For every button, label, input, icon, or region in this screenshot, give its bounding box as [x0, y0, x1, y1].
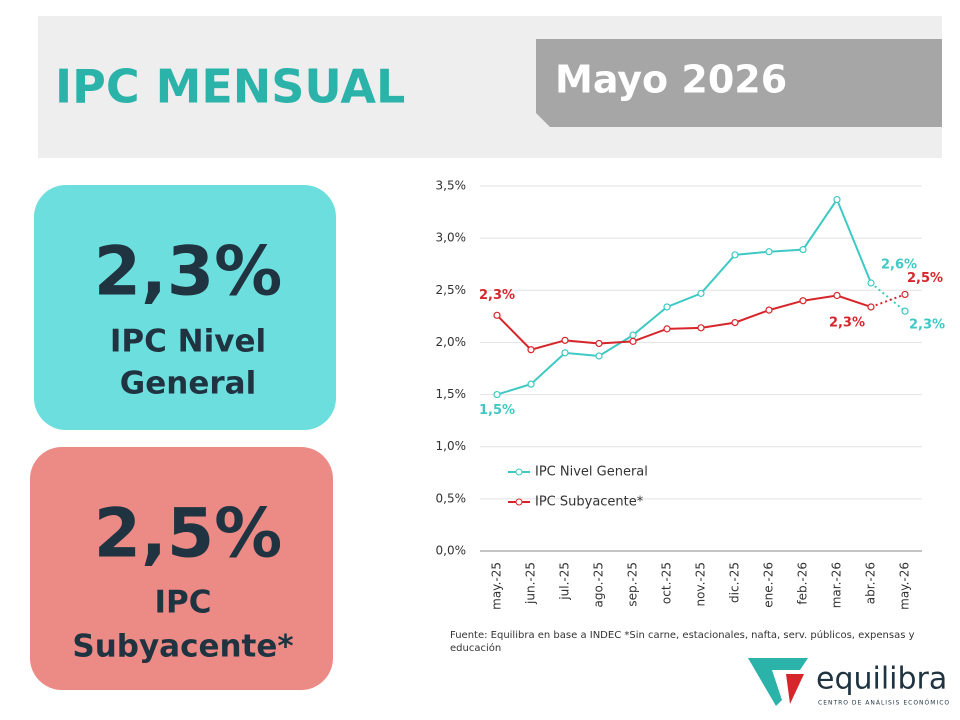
point: [765, 248, 773, 256]
logo-name: equilibra: [816, 662, 947, 697]
card-label: General: [120, 366, 256, 402]
point: [493, 311, 501, 319]
data-label: 2,6%: [881, 257, 917, 272]
x-tick-label: feb.-26: [796, 562, 810, 605]
point: [901, 290, 909, 299]
card-label: IPC Nivel: [110, 324, 266, 360]
y-tick-label: 2,0%: [436, 335, 467, 349]
point: [867, 303, 875, 311]
series-line: [496, 294, 872, 351]
y-tick-label: 2,5%: [436, 283, 467, 297]
x-tick-label: nov.-25: [694, 562, 708, 607]
period-box: [536, 39, 942, 127]
point: [561, 349, 569, 357]
x-tick-label: jun.-25: [524, 562, 538, 605]
series-line-dotted: [870, 293, 906, 308]
point: [799, 297, 807, 305]
logo-icon: [748, 658, 808, 706]
y-tick-label: 0,0%: [436, 544, 467, 558]
y-tick-label: 3,5%: [436, 179, 467, 193]
x-tick-label: oct.-25: [660, 562, 674, 604]
data-label: 2,3%: [829, 315, 865, 330]
header-title: IPC MENSUAL: [55, 60, 405, 114]
series-line-dotted: [870, 282, 906, 312]
card-label: IPC: [154, 585, 211, 621]
x-tick-label: dic.-25: [728, 562, 742, 603]
data-label: 2,5%: [907, 271, 943, 286]
legend-marker: [515, 468, 523, 476]
point: [595, 352, 603, 360]
legend-label: IPC Subyacente*: [535, 495, 644, 510]
data-label: 2,3%: [479, 288, 515, 303]
y-tick-label: 1,0%: [436, 439, 467, 453]
x-tick-label: abr.-26: [864, 562, 878, 604]
card-general: [34, 185, 336, 430]
point: [867, 279, 875, 287]
series-line: [496, 197, 872, 396]
point: [697, 289, 705, 298]
card-core: [30, 447, 333, 690]
point: [901, 307, 909, 315]
y-tick-label: 1,5%: [436, 387, 467, 401]
x-tick-label: jul.-25: [558, 562, 572, 601]
point: [629, 331, 637, 339]
period-label: Mayo 2026: [555, 58, 787, 102]
x-tick-label: mar.-26: [830, 562, 844, 608]
y-tick-label: 3,0%: [436, 231, 467, 245]
card-label: Subyacente*: [72, 629, 293, 665]
x-tick-label: ene.-26: [762, 562, 776, 608]
logo-icon: [786, 674, 804, 704]
point: [561, 336, 569, 344]
x-tick-label: sep.-25: [626, 562, 640, 607]
point: [833, 291, 841, 300]
card-value: 2,5%: [94, 495, 283, 574]
x-tick-label: may.-26: [898, 562, 912, 610]
legend-marker: [515, 498, 523, 506]
point: [799, 246, 807, 254]
data-label: 2,3%: [909, 318, 945, 333]
point: [765, 306, 773, 314]
x-tick-label: ago.-25: [592, 562, 606, 608]
point: [527, 346, 535, 354]
point: [731, 251, 739, 259]
point: [629, 337, 637, 345]
legend-label: IPC Nivel General: [535, 465, 648, 480]
source-note: educación: [450, 642, 501, 654]
point: [663, 325, 671, 333]
y-tick-label: 0,5%: [436, 491, 467, 505]
card-value: 2,3%: [94, 233, 283, 312]
point: [595, 339, 603, 348]
point: [833, 195, 841, 204]
plot: 0,0% 0,5% 1,0% 1,5% 2,0% 2,5% 3,0% 3,5% may.-25 j…: [436, 179, 946, 610]
point: [731, 319, 739, 327]
point: [697, 324, 705, 332]
point: [493, 390, 501, 399]
source-note: Fuente: Equilibra en base a INDEC *Sin c…: [450, 629, 915, 641]
point: [663, 303, 671, 311]
point: [527, 380, 535, 388]
data-label: 1,5%: [479, 403, 515, 418]
x-tick-label: may.-25: [490, 562, 504, 610]
logo-tagline: CENTRO DE ANÁLISIS ECONÓMICO: [818, 700, 950, 707]
